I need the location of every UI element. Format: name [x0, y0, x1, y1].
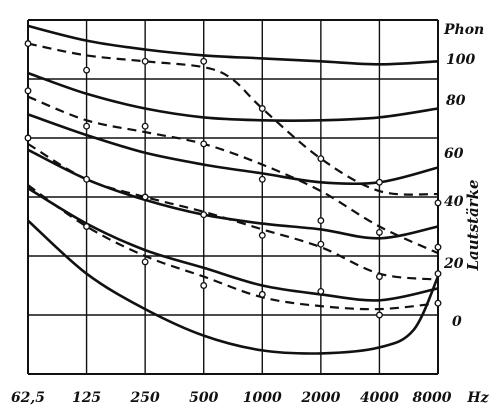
- solid-curve-20-phon: [27, 187, 439, 302]
- phon-level-label: 20: [443, 256, 464, 272]
- x-tick-label: 125: [72, 390, 101, 406]
- data-point-marker: [141, 258, 149, 266]
- data-point-marker: [24, 40, 32, 48]
- data-point-marker: [258, 105, 266, 112]
- data-point-marker: [141, 193, 149, 201]
- data-point-marker: [24, 134, 32, 142]
- solid-curve-60-phon: [27, 113, 439, 186]
- data-point-marker: [375, 228, 383, 236]
- phon-level-label: 100: [446, 52, 475, 68]
- labels: 62,5 125 250 500 1000 2000 4000 8000 Hz Phon 100 80…: [11, 22, 490, 406]
- data-point-marker: [317, 287, 325, 295]
- y-axis-title: Lautstärke: [464, 179, 482, 271]
- dashed-curve-3: [27, 142, 439, 281]
- data-point-marker: [83, 66, 91, 74]
- dashed-curve-1: [27, 42, 439, 196]
- dashed-curve-4: [27, 184, 439, 311]
- x-tick-label: 1000: [243, 390, 282, 406]
- data-point-marker: [24, 87, 32, 95]
- phon-unit-label: Phon: [443, 22, 484, 38]
- data-point-marker: [258, 175, 266, 183]
- data-point-marker: [200, 57, 208, 65]
- grid: [27, 19, 439, 375]
- data-point-marker: [200, 282, 208, 289]
- solid-curve-0-phon: [27, 219, 440, 355]
- data-point-marker: [375, 273, 383, 281]
- phon-level-label: 40: [444, 194, 464, 210]
- x-tick-label: 250: [130, 390, 160, 406]
- data-point-marker: [83, 175, 91, 183]
- x-tick-label: 62,5: [11, 390, 45, 406]
- data-point-marker: [83, 223, 91, 230]
- data-point-marker: [317, 217, 325, 225]
- data-point-marker: [434, 199, 442, 207]
- data-point-marker: [141, 122, 149, 130]
- data-point-marker: [317, 240, 325, 248]
- data-point-marker: [141, 57, 149, 65]
- phon-level-label: 80: [446, 93, 466, 109]
- data-point-marker: [434, 243, 442, 251]
- phon-level-label: 0: [452, 314, 462, 330]
- data-point-marker: [200, 140, 208, 148]
- data-point-marker: [83, 122, 91, 130]
- data-point-marker: [200, 211, 208, 219]
- data-point-marker: [375, 178, 383, 186]
- data-point-marker: [258, 290, 266, 298]
- data-point-marker: [434, 270, 442, 278]
- phon-level-label: 60: [444, 146, 464, 162]
- x-tick-label: 8000: [413, 390, 452, 406]
- data-point-marker: [375, 311, 383, 319]
- solid-curve-80-phon: [27, 71, 439, 122]
- x-tick-label: 500: [189, 390, 218, 406]
- x-unit-label: Hz: [466, 390, 489, 406]
- data-point-marker: [317, 155, 325, 163]
- solid-curve-100-phon: [27, 24, 439, 66]
- dashed-curve-2: [27, 95, 439, 255]
- x-tick-label: 2000: [300, 390, 340, 406]
- data-point-marker: [434, 299, 442, 307]
- x-tick-label: 4000: [360, 390, 399, 406]
- data-point-marker: [258, 231, 266, 239]
- markers: [24, 40, 442, 319]
- curves: [27, 24, 440, 355]
